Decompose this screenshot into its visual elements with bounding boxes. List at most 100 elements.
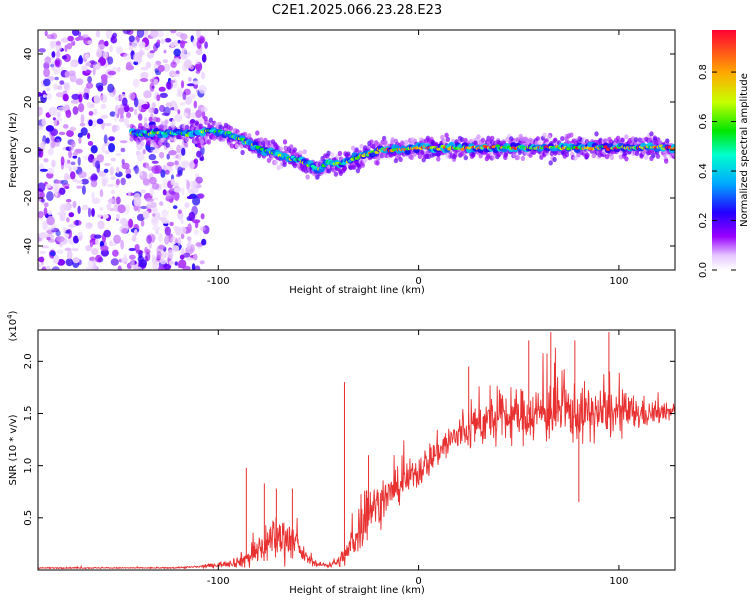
noise-speckle [166, 161, 175, 167]
track-halo [150, 139, 155, 145]
track-halo [649, 131, 654, 137]
track-halo [537, 139, 542, 145]
noise-speckle [140, 220, 145, 227]
track-halo [199, 139, 205, 145]
noise-speckle [139, 189, 146, 194]
noise-speckle [38, 182, 46, 192]
y-tick-label: 1.0 [23, 458, 34, 474]
noise-speckle [85, 244, 92, 252]
track-halo [257, 153, 262, 159]
track-halo [333, 171, 339, 177]
noise-speckle [80, 127, 88, 136]
track-halo [140, 141, 145, 147]
noise-speckle [72, 178, 78, 183]
noise-speckle [188, 160, 195, 170]
noise-speckle [169, 260, 174, 265]
noise-speckle [178, 259, 187, 269]
noise-speckle [103, 134, 108, 144]
noise-speckle [104, 162, 111, 167]
noise-speckle [44, 202, 49, 208]
noise-speckle [110, 157, 116, 162]
track-halo [637, 137, 643, 143]
noise-speckle [39, 191, 45, 199]
colorbar-label: Normalized spectral amplitude [739, 73, 750, 227]
noise-speckle [173, 48, 181, 57]
noise-speckle [195, 242, 204, 247]
noise-speckle [193, 229, 199, 235]
noise-speckle [191, 263, 196, 270]
noise-speckle [151, 165, 160, 175]
noise-speckle [123, 53, 132, 61]
noise-speckle [64, 247, 71, 251]
noise-speckle [158, 244, 165, 250]
noise-speckle [104, 150, 110, 155]
y-tick-label: 20 [23, 96, 34, 109]
noise-speckle [189, 93, 197, 100]
noise-speckle [133, 196, 142, 207]
track-halo [255, 130, 260, 136]
noise-speckle [161, 251, 168, 259]
noise-speckle [170, 30, 177, 34]
track-halo [552, 156, 557, 163]
track-halo [189, 120, 194, 126]
noise-speckle [120, 239, 124, 250]
noise-speckle [167, 249, 174, 259]
track-halo [476, 134, 481, 140]
noise-speckle [95, 254, 103, 263]
noise-speckle [180, 218, 184, 225]
noise-speckle [178, 209, 182, 214]
track-halo [655, 153, 661, 159]
noise-speckle [200, 213, 205, 220]
noise-speckle [118, 118, 126, 123]
noise-speckle [49, 40, 58, 47]
noise-speckle [146, 51, 155, 59]
noise-speckle [76, 185, 83, 189]
noise-speckle [86, 40, 93, 45]
noise-speckle [85, 222, 93, 230]
noise-speckle [110, 189, 116, 195]
noise-speckle [90, 175, 94, 182]
noise-speckle [166, 153, 170, 160]
noise-speckle [161, 219, 170, 224]
noise-speckle [120, 217, 128, 226]
noise-speckle [87, 260, 95, 267]
noise-speckle [45, 183, 52, 189]
noise-speckle [71, 93, 80, 100]
noise-speckle [38, 143, 41, 147]
spectrogram-y-label: Frequency (Hz) [8, 112, 19, 188]
noise-speckle [192, 180, 198, 189]
noise-speckle [174, 104, 178, 112]
noise-speckle [40, 141, 46, 150]
noise-speckle [66, 130, 74, 137]
noise-speckle [115, 178, 120, 186]
noise-speckle [73, 235, 79, 244]
noise-speckle [38, 232, 48, 239]
y-tick-label: 1.5 [23, 406, 34, 422]
noise-speckle [83, 92, 89, 100]
noise-speckle [128, 107, 134, 112]
noise-speckle [70, 161, 76, 166]
figure-title: C2E1.2025.066.23.28.E23 [272, 3, 442, 18]
track-halo [615, 135, 621, 141]
colorbar-ticks: 0.0 0.2 0.4 0.6 0.8 [698, 64, 736, 278]
noise-speckle [128, 92, 136, 101]
noise-speckle [170, 236, 178, 245]
noise-speckle [128, 45, 134, 51]
x-tick-label: -100 [207, 576, 230, 587]
noise-speckle [68, 212, 75, 218]
track-halo [459, 137, 465, 143]
track-core [284, 153, 289, 158]
track-halo [503, 154, 508, 160]
noise-speckle [101, 144, 106, 153]
noise-speckle [64, 175, 71, 180]
noise-speckle [151, 160, 159, 164]
noise-speckle [51, 51, 56, 58]
noise-speckle [171, 245, 180, 252]
track-core [226, 131, 232, 135]
noise-speckle [55, 92, 64, 98]
noise-speckle [97, 154, 104, 163]
noise-speckle [138, 41, 146, 49]
track-halo [445, 136, 451, 142]
noise-speckle [60, 156, 65, 166]
noise-speckle [124, 117, 130, 127]
